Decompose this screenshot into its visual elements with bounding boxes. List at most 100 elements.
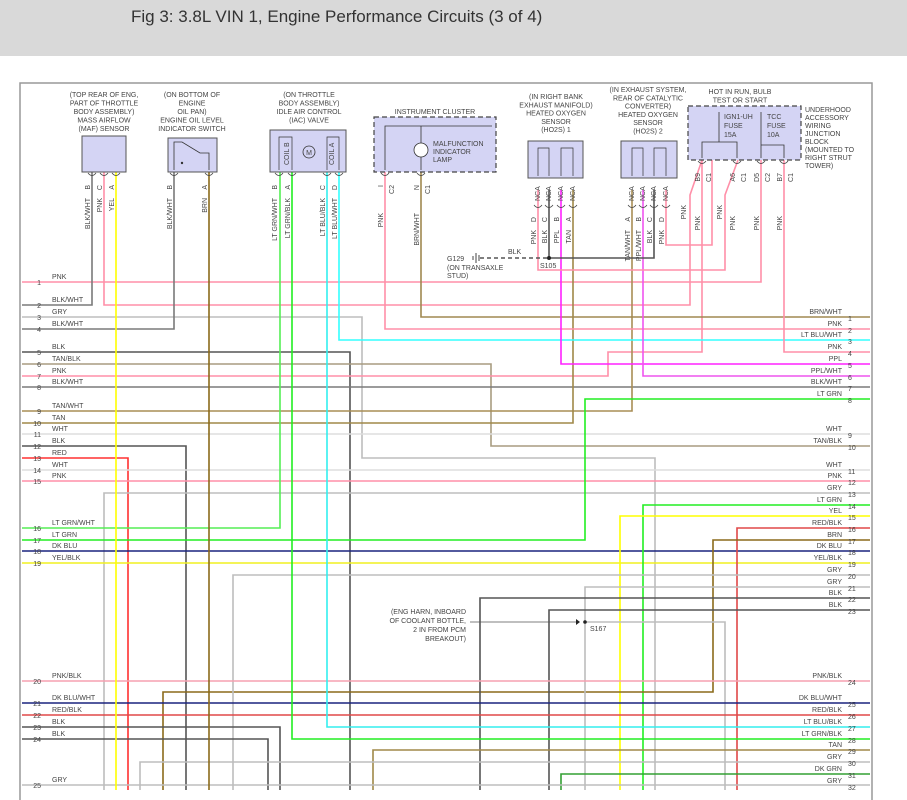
left-row-wire-label: YEL/BLK — [52, 555, 81, 562]
left-row-wire-label: DK BLU — [52, 543, 77, 550]
left-row-number: 2 — [37, 303, 41, 310]
component-label: (IN RIGHT BANK — [529, 94, 583, 101]
pin-letter: B — [167, 185, 174, 190]
right-row-number: 27 — [848, 726, 856, 733]
wire-gry — [584, 586, 870, 790]
left-row-wire-label: BLK — [52, 438, 66, 445]
component-label: INDICATOR SWITCH — [158, 126, 225, 133]
component-label: OIL PAN) — [177, 109, 206, 116]
connector-pin-icon — [779, 160, 789, 164]
connector-id: NCA — [629, 186, 636, 201]
left-row-wire-label: WHT — [52, 426, 69, 433]
component-label: INSTRUMENT CLUSTER — [395, 109, 475, 116]
right-row-wire-label: WHT — [826, 462, 843, 469]
right-row-wire-label: YEL/BLK — [814, 555, 843, 562]
right-row-wire-label: LT BLU/WHT — [801, 332, 843, 339]
connector-pin-icon — [380, 172, 390, 176]
connector-id: NCA — [640, 186, 647, 201]
ho2s1-box — [527, 140, 584, 179]
left-row-number: 7 — [37, 374, 41, 381]
right-row-number: 13 — [848, 492, 856, 499]
connector-pin-icon — [87, 172, 97, 176]
pin-wire-label: TAN/WHT — [625, 229, 632, 261]
left-row-wire-label: TAN/BLK — [52, 356, 81, 363]
wire-lt-grn-wht — [22, 172, 281, 529]
pin-letter: A — [285, 185, 292, 190]
component-label: (HO2S) 2 — [633, 129, 663, 136]
component-label: BODY ASSEMBLY) — [74, 109, 135, 116]
pin-wire-label: LT GRN/BLK — [285, 198, 292, 239]
pin-wire-label: BLK — [647, 230, 654, 244]
right-row-wire-label: YEL — [829, 508, 842, 515]
right-row-number: 1 — [848, 316, 852, 323]
right-row-wire-label: BRN — [827, 532, 842, 539]
wire-pnk — [537, 159, 739, 271]
right-row-number: 32 — [848, 785, 856, 792]
junction-block-box — [687, 105, 802, 161]
right-row-number: 31 — [848, 773, 856, 780]
left-row-number: 21 — [33, 701, 41, 708]
mil-label: INDICATOR — [433, 149, 471, 156]
left-row-number: 20 — [33, 679, 41, 686]
wire-gry — [232, 574, 870, 790]
pin-letter: B — [636, 217, 643, 222]
right-row-wire-label: BLK — [829, 590, 843, 597]
right-row-number: 4 — [848, 351, 852, 358]
left-row-number: 14 — [33, 468, 41, 475]
connector-id: NCA — [651, 186, 658, 201]
component-label: (ON THROTTLE — [283, 92, 335, 99]
left-row-number: 17 — [33, 538, 41, 545]
fuse-label: FUSE — [724, 123, 743, 130]
connector-id: C1 — [788, 173, 795, 182]
heater-icon — [631, 147, 667, 176]
right-row-wire-label: BLK/WHT — [811, 379, 843, 386]
wire-gry — [22, 316, 656, 790]
left-row-wire-label: BLK — [52, 344, 66, 351]
connector-id: NCA — [535, 186, 542, 201]
left-row-number: 12 — [33, 444, 41, 451]
right-row-wire-label: PNK — [828, 473, 843, 480]
left-row-wire-label: TAN — [52, 415, 65, 422]
component-label: (IN EXHAUST SYSTEM, — [610, 87, 687, 94]
left-row-number: 6 — [37, 362, 41, 369]
fuse-label: 15A — [724, 132, 737, 139]
left-row-wire-label: PNK — [52, 473, 67, 480]
fuse-label: TCC — [767, 114, 781, 121]
wire-blk — [549, 190, 655, 259]
wire-pnk — [783, 158, 870, 353]
component-label: BODY ASSEMBLY) — [279, 101, 340, 108]
pin-wire-label: LT BLU/BLK — [320, 198, 327, 237]
component-label: TEST OR START — [713, 98, 768, 105]
connector-id: C1 — [741, 173, 748, 182]
left-row-wire-label: RED/BLK — [52, 707, 82, 714]
coil-icon — [278, 136, 340, 170]
pin-letter: C — [97, 185, 104, 190]
figure-header: Fig 3: 3.8L VIN 1, Engine Performance Ci… — [0, 0, 907, 56]
left-row-number: 22 — [33, 713, 41, 720]
component-label: EXHAUST MANIFOLD) — [519, 102, 592, 109]
pin-wire-label: PNK — [531, 230, 538, 245]
left-row-number: 16 — [33, 526, 41, 533]
wire-ppl-wht — [642, 190, 870, 377]
connector-pin-icon — [99, 172, 109, 176]
wire-blk-wht — [22, 172, 175, 330]
right-row-wire-label: GRY — [827, 485, 842, 492]
left-row-number: 10 — [33, 421, 41, 428]
right-row-wire-label: DK BLU/WHT — [799, 695, 843, 702]
left-row-number: 24 — [33, 737, 41, 744]
connector-pin-icon — [111, 172, 121, 176]
connector-pin-icon — [287, 172, 297, 176]
left-row-wire-label: PNK — [52, 274, 67, 281]
left-row-wire-label: BLK — [52, 731, 66, 738]
right-row-wire-label: TAN — [829, 742, 842, 749]
left-row-number: 19 — [33, 561, 41, 568]
pin-letter: C — [320, 185, 327, 190]
component-label: PART OF THROTTLE — [70, 101, 139, 108]
pin-letter: A — [202, 185, 209, 190]
right-row-number: 29 — [848, 749, 856, 756]
wire-brn — [162, 539, 870, 790]
right-row-number: 11 — [848, 469, 855, 476]
left-row-wire-label: WHT — [52, 462, 69, 469]
motor-label: M — [306, 150, 312, 157]
right-row-number: 16 — [848, 527, 856, 534]
